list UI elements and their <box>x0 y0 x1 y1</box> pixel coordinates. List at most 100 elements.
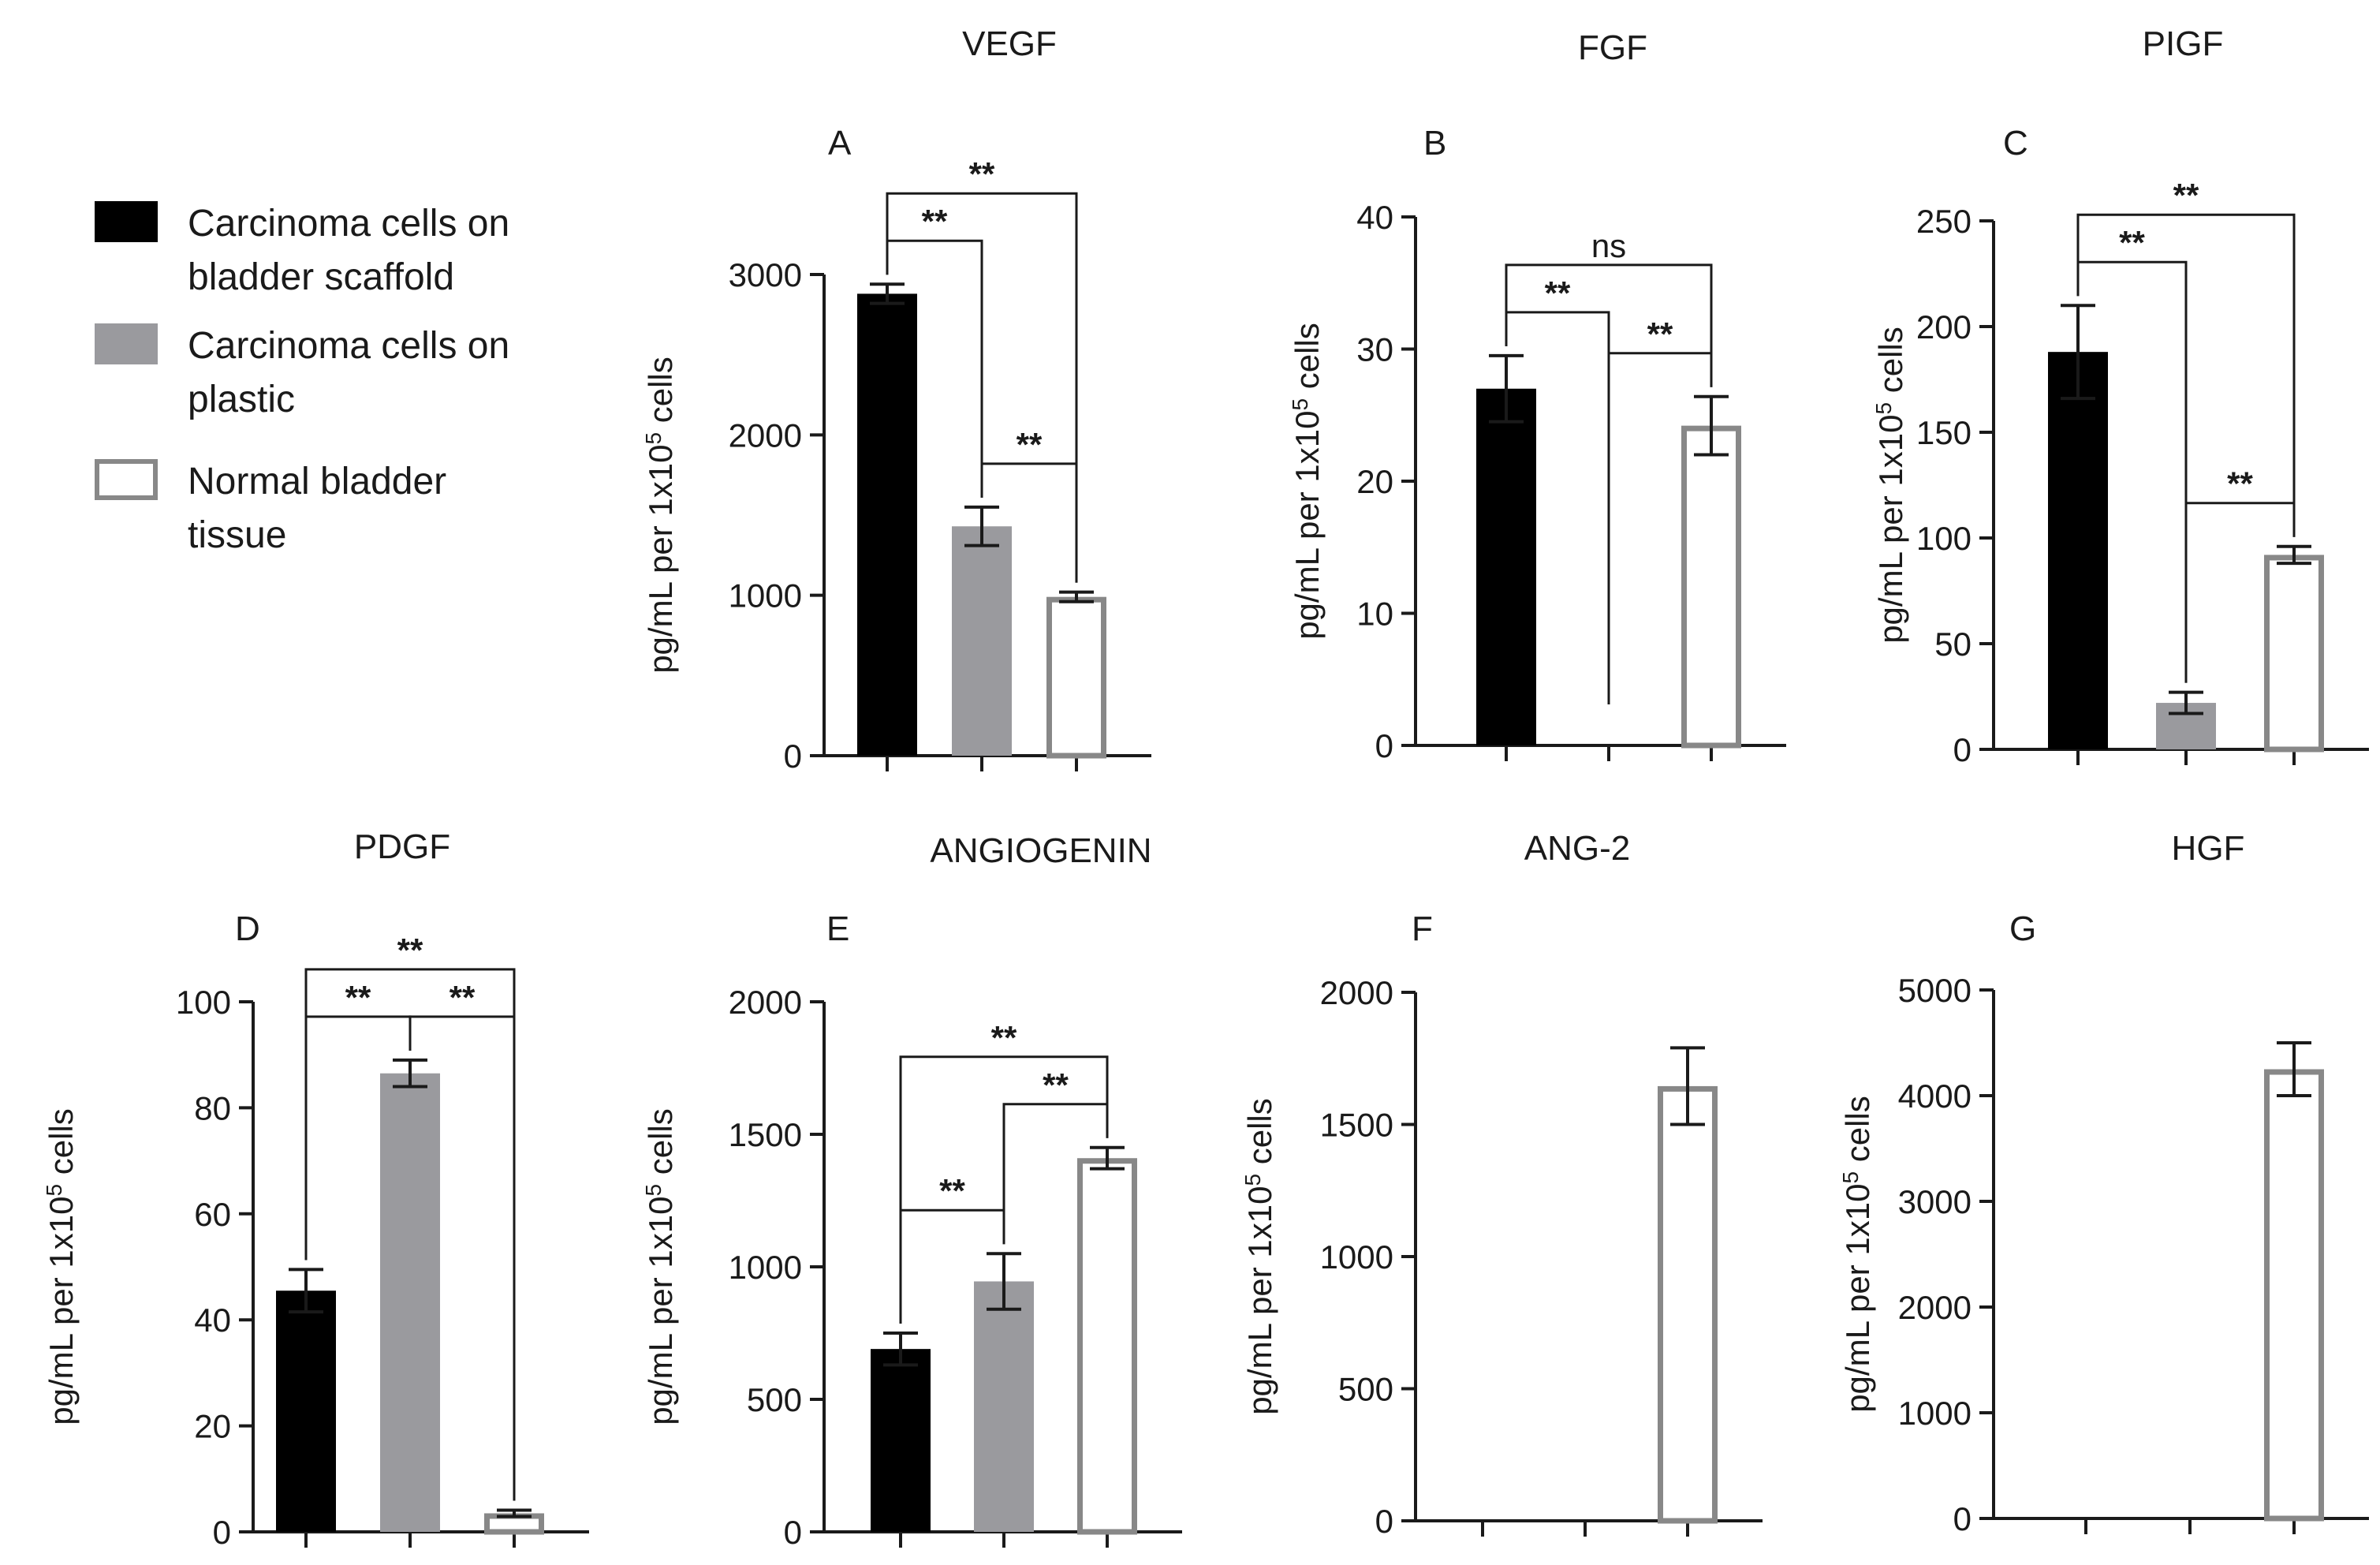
y-tick-label: 0 <box>1953 731 1972 768</box>
bar-b-1 <box>1476 388 1536 745</box>
y-tick-label: 1000 <box>729 1249 802 1286</box>
bar-a-3 <box>1046 596 1106 759</box>
y-axis-label: pg/mL per 1x105 cells <box>1838 1096 1876 1413</box>
y-tick-label: 20 <box>1356 463 1393 500</box>
error-bar <box>289 1268 323 1314</box>
error-bar <box>1489 353 1524 424</box>
y-tick-label: 1500 <box>1320 1107 1393 1144</box>
bar-e-3 <box>1077 1158 1137 1535</box>
bar-c-1 <box>2048 352 2108 749</box>
y-tick-label: 1000 <box>1898 1395 1972 1432</box>
chart-title: ANG-2 <box>1524 829 1630 868</box>
y-tick-label: 1500 <box>729 1116 802 1153</box>
error-bar <box>497 1508 532 1518</box>
error-bar <box>393 1058 427 1089</box>
bar-e-1 <box>871 1349 931 1532</box>
y-tick-label: 0 <box>784 738 802 775</box>
y-axis-label: pg/mL per 1x105 cells <box>1871 327 1909 644</box>
y-tick-label: 4000 <box>1898 1078 1972 1115</box>
panel-g: HGF Gpg/mL per 1x105 cells 0 1000 2000 3000 40… <box>1838 829 2369 1537</box>
error-bar <box>2061 304 2095 401</box>
chart-title: ANGIOGENIN <box>930 831 1151 870</box>
y-tick-label: 50 <box>1934 626 1972 663</box>
panel-letter: A <box>828 124 852 162</box>
legend-swatch <box>95 459 158 500</box>
y-tick-label: 0 <box>1375 727 1393 764</box>
y-tick-label: 30 <box>1356 331 1393 368</box>
y-tick-label: 40 <box>1356 199 1393 236</box>
y-tick-label: 60 <box>194 1196 231 1233</box>
bar-b-3 <box>1681 425 1741 749</box>
legend-item: Normal bladder tissue <box>95 459 446 556</box>
significance-label: ** <box>1017 426 1043 463</box>
error-bar <box>1090 1145 1125 1171</box>
y-tick-label: 100 <box>176 984 231 1021</box>
significance-label: ** <box>397 932 423 969</box>
chart-title: PIGF <box>2143 24 2224 63</box>
legend-swatch <box>95 201 158 242</box>
significance-bracket: ** <box>304 932 516 1501</box>
y-axis-label: pg/mL per 1x105 cells <box>1240 1098 1278 1415</box>
significance-label: ** <box>345 979 371 1016</box>
panel-letter: B <box>1423 124 1446 162</box>
y-tick-label: 2000 <box>729 984 802 1021</box>
error-bar <box>2169 690 2203 715</box>
error-bar <box>987 1252 1021 1311</box>
chart-title: PDGF <box>354 827 450 866</box>
significance-bracket: ** <box>886 155 1078 583</box>
legend-item: Carcinoma cells on plastic <box>95 323 509 420</box>
error-bar <box>2277 544 2311 566</box>
panel-a: VEGF Apg/mL per 1x105 cells 0 1000 2000 3000 *… <box>641 24 1151 775</box>
significance-label: ** <box>1647 316 1673 353</box>
y-tick-label: 500 <box>747 1381 802 1418</box>
y-axis-label: pg/mL per 1x105 cells <box>641 357 679 674</box>
significance-label: ** <box>450 979 476 1016</box>
panel-e: ANGIOGENIN Epg/mL per 1x105 cells 0 500 1000… <box>641 831 1182 1551</box>
y-tick-label: 0 <box>1953 1500 1972 1537</box>
legend-label: Normal bladder <box>188 461 446 502</box>
chart-title: VEGF <box>962 24 1057 63</box>
significance-label: ** <box>2173 177 2199 214</box>
y-tick-label: 80 <box>194 1089 231 1126</box>
error-bar <box>2277 1041 2311 1097</box>
error-bar <box>964 505 999 547</box>
y-tick-label: 500 <box>1338 1371 1393 1408</box>
y-tick-label: 1000 <box>729 577 802 614</box>
panel-b: FGF Bpg/mL per 1x105 cells 0 10 20 30 40 ** ** ns <box>1288 28 1786 764</box>
significance-label: ** <box>922 203 948 240</box>
y-tick-label: 40 <box>194 1302 231 1339</box>
error-bar <box>870 282 905 305</box>
y-tick-label: 250 <box>1916 203 1972 240</box>
significance-label: ** <box>969 155 995 192</box>
legend-label: Carcinoma cells on <box>188 203 509 245</box>
significance-label: ** <box>1545 275 1571 312</box>
y-axis-label: pg/mL per 1x105 cells <box>42 1108 80 1425</box>
chart-title: HGF <box>2172 829 2245 868</box>
significance-label: ** <box>991 1019 1017 1056</box>
error-bar <box>1670 1046 1705 1126</box>
panel-letter: G <box>2009 909 2036 948</box>
significance-label: ** <box>2227 465 2253 502</box>
error-bar <box>1059 590 1094 603</box>
legend-label-line2: tissue <box>188 514 286 556</box>
y-tick-label: 2000 <box>729 416 802 454</box>
significance-bracket: ** <box>2076 177 2296 537</box>
bar-a-2 <box>952 526 1012 756</box>
y-axis-label: pg/mL per 1x105 cells <box>1288 323 1326 640</box>
y-tick-label: 0 <box>784 1514 802 1551</box>
y-tick-label: 3000 <box>729 256 802 293</box>
significance-label: ** <box>2119 224 2145 261</box>
legend-label-line2: plastic <box>188 379 295 420</box>
panel-c: PIGF Cpg/mL per 1x105 cells 0 50 100 150 200 25… <box>1871 24 2369 768</box>
bar-a-1 <box>857 293 917 756</box>
bar-d-1 <box>276 1290 336 1532</box>
panel-letter: C <box>2003 124 2028 162</box>
chart-title: FGF <box>1578 28 1647 67</box>
y-tick-label: 2000 <box>1320 974 1393 1011</box>
bar-c-3 <box>2264 555 2324 753</box>
legend-swatch <box>95 323 158 364</box>
y-tick-label: 20 <box>194 1408 231 1445</box>
y-tick-label: 2000 <box>1898 1289 1972 1326</box>
